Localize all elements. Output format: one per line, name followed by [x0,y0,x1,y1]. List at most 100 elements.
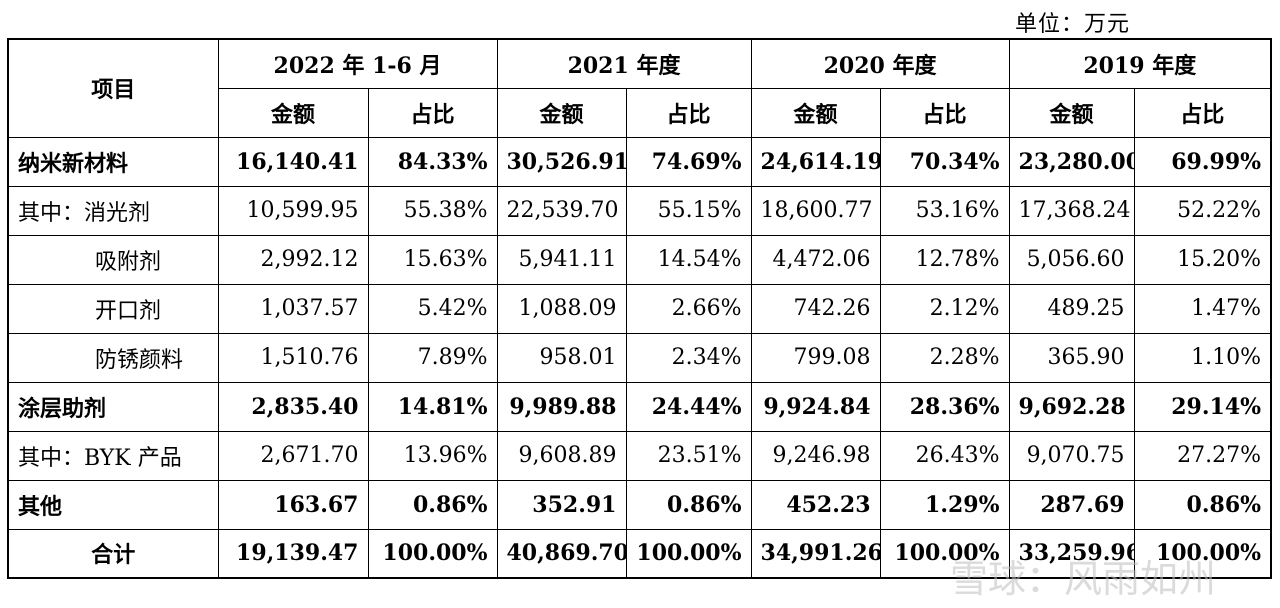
ratio-cell: 29.14% [1133,381,1272,432]
ratio-cell: 2.28% [879,332,1010,383]
unit-label: 单位：万元 [1015,12,1131,37]
ratio-cell: 74.69% [625,136,752,187]
ratio-cell: 14.54% [625,234,752,285]
ratio-cell: 69.99% [1133,136,1272,187]
row-label: 涂层助剂 [7,381,219,432]
amount-cell: 1,037.57 [217,283,369,334]
amount-cell: 958.01 [496,332,627,383]
amount-cell: 18,600.77 [750,185,881,236]
ratio-cell: 5.42% [367,283,498,334]
ratio-cell: 13.96% [367,430,498,481]
amount-cell: 9,246.98 [750,430,881,481]
ratio-cell: 55.38% [367,185,498,236]
amount-cell: 30,526.91 [496,136,627,187]
amount-cell: 163.67 [217,479,369,530]
table-row: 其中：BYK 产品 2,671.70 13.96% 9,608.89 23.51% 9,2… [7,430,1272,481]
ratio-cell: 84.33% [367,136,498,187]
ratio-cell: 100.00% [879,528,1010,579]
ratio-cell: 100.00% [625,528,752,579]
ratio-cell: 23.51% [625,430,752,481]
amount-cell: 9,692.28 [1008,381,1135,432]
ratio-cell: 1.29% [879,479,1010,530]
row-label: 防锈颜料 [7,332,219,383]
ratio-cell: 100.00% [367,528,498,579]
amount-header: 金额 [1008,87,1135,138]
row-label: 其他 [7,479,219,530]
amount-cell: 5,056.60 [1008,234,1135,285]
table-row: 其中：消光剂 10,599.95 55.38% 22,539.70 55.15% 18,6… [7,185,1272,236]
ratio-cell: 52.22% [1133,185,1272,236]
amount-cell: 5,941.11 [496,234,627,285]
ratio-cell: 12.78% [879,234,1010,285]
row-label: 其中：BYK 产品 [7,430,219,481]
amount-cell: 2,671.70 [217,430,369,481]
row-label: 吸附剂 [7,234,219,285]
amount-cell: 2,992.12 [217,234,369,285]
amount-cell: 40,869.70 [496,528,627,579]
ratio-cell: 2.12% [879,283,1010,334]
table-row: 吸附剂 2,992.12 15.63% 5,941.11 14.54% 4,472.06 1… [7,234,1272,285]
table-body: 纳米新材料 16,140.41 84.33% 30,526.91 74.69% 24,61… [7,136,1272,579]
table-row: 开口剂 1,037.57 5.42% 1,088.09 2.66% 742.26 2.12%… [7,283,1272,334]
table-row: 其他 163.67 0.86% 352.91 0.86% 452.23 1.29% 287.6… [7,479,1272,530]
amount-cell: 4,472.06 [750,234,881,285]
amount-cell: 17,368.24 [1008,185,1135,236]
row-label: 其中：消光剂 [7,185,219,236]
amount-cell: 23,280.00 [1008,136,1135,187]
ratio-cell: 26.43% [879,430,1010,481]
ratio-cell: 2.34% [625,332,752,383]
amount-cell: 33,259.96 [1008,528,1135,579]
ratio-cell: 70.34% [879,136,1010,187]
row-label: 合计 [7,528,219,579]
financial-table: 项目 2022 年 1-6 月 2021 年度 2020 年度 2019 年度 … [7,38,1273,579]
table-row: 防锈颜料 1,510.76 7.89% 958.01 2.34% 799.08 2.28% 3… [7,332,1272,383]
ratio-cell: 53.16% [879,185,1010,236]
amount-cell: 1,088.09 [496,283,627,334]
ratio-header: 占比 [879,87,1010,138]
period-header: 2019 年度 [1008,38,1272,89]
table-row: 纳米新材料 16,140.41 84.33% 30,526.91 74.69% 24,61… [7,136,1272,187]
ratio-cell: 14.81% [367,381,498,432]
amount-cell: 34,991.26 [750,528,881,579]
item-header: 项目 [7,38,219,138]
ratio-cell: 27.27% [1133,430,1272,481]
amount-cell: 452.23 [750,479,881,530]
amount-cell: 1,510.76 [217,332,369,383]
period-header: 2022 年 1-6 月 [217,38,498,89]
period-header: 2021 年度 [496,38,752,89]
row-label: 纳米新材料 [7,136,219,187]
amount-cell: 22,539.70 [496,185,627,236]
ratio-cell: 1.10% [1133,332,1272,383]
amount-cell: 799.08 [750,332,881,383]
ratio-cell: 55.15% [625,185,752,236]
amount-cell: 352.91 [496,479,627,530]
amount-cell: 2,835.40 [217,381,369,432]
amount-cell: 287.69 [1008,479,1135,530]
ratio-header: 占比 [625,87,752,138]
ratio-cell: 0.86% [625,479,752,530]
amount-cell: 365.90 [1008,332,1135,383]
amount-header: 金额 [496,87,627,138]
amount-cell: 16,140.41 [217,136,369,187]
ratio-cell: 0.86% [367,479,498,530]
amount-cell: 10,599.95 [217,185,369,236]
ratio-cell: 28.36% [879,381,1010,432]
amount-cell: 9,989.88 [496,381,627,432]
amount-cell: 19,139.47 [217,528,369,579]
amount-cell: 742.26 [750,283,881,334]
ratio-cell: 2.66% [625,283,752,334]
table-row: 合计 19,139.47 100.00% 40,869.70 100.00% 34,991… [7,528,1272,579]
ratio-cell: 15.63% [367,234,498,285]
ratio-cell: 15.20% [1133,234,1272,285]
ratio-header: 占比 [367,87,498,138]
ratio-cell: 24.44% [625,381,752,432]
amount-cell: 489.25 [1008,283,1135,334]
period-header: 2020 年度 [750,38,1010,89]
amount-header: 金额 [217,87,369,138]
amount-cell: 9,608.89 [496,430,627,481]
table-row: 涂层助剂 2,835.40 14.81% 9,989.88 24.44% 9,924.84… [7,381,1272,432]
row-label: 开口剂 [7,283,219,334]
header-row-periods: 项目 2022 年 1-6 月 2021 年度 2020 年度 2019 年度 [7,38,1272,138]
ratio-cell: 0.86% [1133,479,1272,530]
ratio-cell: 100.00% [1133,528,1272,579]
